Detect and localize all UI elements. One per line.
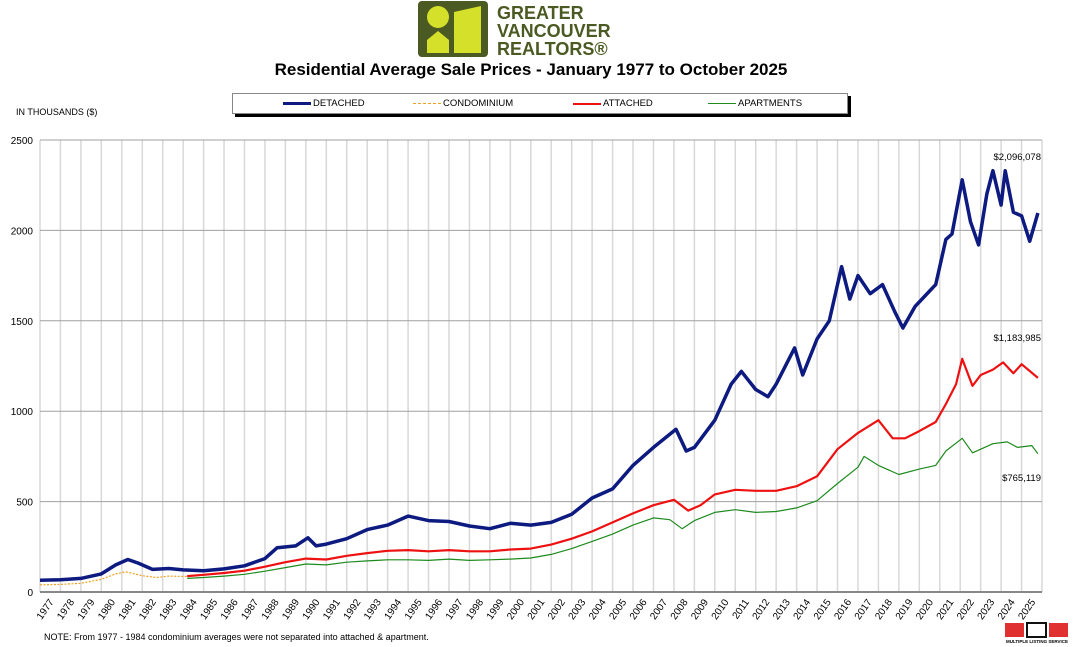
x-tick-label: 1990 bbox=[301, 597, 323, 622]
legend-swatch bbox=[283, 102, 311, 105]
legend-swatch bbox=[573, 102, 601, 105]
x-tick-label: 2022 bbox=[955, 597, 977, 622]
x-tick-label: 1981 bbox=[117, 597, 139, 622]
x-tick-label: 2005 bbox=[607, 597, 629, 622]
x-tick-label: 1987 bbox=[239, 597, 261, 622]
x-tick-label: 2009 bbox=[689, 597, 711, 622]
x-tick-label: 2001 bbox=[526, 597, 548, 622]
x-tick-label: 1986 bbox=[219, 597, 241, 622]
x-tick-label: 2012 bbox=[751, 597, 773, 622]
x-tick-label: 1977 bbox=[35, 597, 57, 622]
svg-text:MULTIPLE LISTING SERVICE: MULTIPLE LISTING SERVICE bbox=[1006, 639, 1068, 644]
x-tick-label: 2002 bbox=[546, 597, 568, 622]
x-tick-label: 1978 bbox=[55, 597, 77, 622]
svg-text:VANCOUVER: VANCOUVER bbox=[497, 21, 611, 41]
x-tick-label: 2016 bbox=[832, 597, 854, 622]
x-tick-label: 1999 bbox=[485, 597, 507, 622]
legend-swatch bbox=[413, 103, 441, 104]
x-tick-label: 2003 bbox=[567, 597, 589, 622]
legend: DETACHED CONDOMINIUM ATTACHED APARTMENTS bbox=[232, 93, 848, 114]
x-tick-label: 2011 bbox=[731, 597, 753, 621]
x-tick-label: 1997 bbox=[444, 597, 466, 622]
x-tick-label: 1991 bbox=[321, 597, 343, 622]
series-line-apartments bbox=[187, 437, 1039, 579]
legend-swatch bbox=[708, 103, 736, 104]
x-tick-label: 1996 bbox=[423, 597, 445, 622]
x-tick-label: 1992 bbox=[342, 597, 364, 622]
x-tick-label: 1979 bbox=[76, 597, 98, 622]
legend-item-condominium: CONDOMINIUM bbox=[413, 98, 513, 109]
x-tick-label: 1993 bbox=[362, 597, 384, 622]
data-label: $1,183,985 bbox=[993, 333, 1041, 344]
x-tick-label: 2023 bbox=[976, 597, 998, 622]
x-tick-label: 1989 bbox=[280, 597, 302, 622]
x-tick-label: 2010 bbox=[710, 597, 732, 622]
x-tick-label: 2008 bbox=[669, 597, 691, 622]
x-tick-label: 2017 bbox=[853, 597, 875, 622]
mls-logo: MULTIPLE LISTING SERVICE bbox=[1005, 622, 1068, 644]
y-tick-label: 1500 bbox=[11, 317, 34, 328]
x-tick-label: 1983 bbox=[158, 597, 180, 622]
greater-vancouver-realtors-logo: GREATER VANCOUVER REALTORS® bbox=[418, 1, 611, 58]
x-tick-label: 2015 bbox=[812, 597, 834, 622]
x-tick-label: 1984 bbox=[178, 597, 200, 622]
legend-label: CONDOMINIUM bbox=[443, 98, 514, 109]
series-line-condominium bbox=[39, 571, 188, 586]
x-tick-label: 2006 bbox=[628, 597, 650, 622]
x-tick-label: 2019 bbox=[894, 597, 916, 622]
y-tick-label: 2500 bbox=[11, 136, 34, 147]
x-tick-label: 2013 bbox=[771, 597, 793, 622]
y-tick-label: 500 bbox=[16, 498, 33, 509]
x-tick-label: 1980 bbox=[96, 597, 118, 622]
x-tick-label: 2018 bbox=[873, 597, 895, 622]
x-tick-label: 1982 bbox=[137, 597, 159, 622]
x-tick-label: 2004 bbox=[587, 597, 609, 622]
legend-label: ATTACHED bbox=[603, 98, 653, 109]
y-tick-label: 2000 bbox=[11, 226, 34, 237]
x-tick-label: 1995 bbox=[403, 597, 425, 622]
svg-text:REALTORS®: REALTORS® bbox=[497, 39, 608, 58]
series-line-detached bbox=[39, 168, 1040, 582]
chart-title: Residential Average Sale Prices - Januar… bbox=[274, 60, 788, 79]
x-tick-label: 1988 bbox=[260, 597, 282, 622]
x-tick-label: 1998 bbox=[464, 597, 486, 622]
data-label: $765,119 bbox=[1002, 473, 1041, 484]
y-tick-label: 1000 bbox=[11, 407, 34, 418]
x-tick-label: 2021 bbox=[935, 597, 957, 622]
x-tick-label: 2025 bbox=[1016, 597, 1038, 622]
x-tick-label: 1994 bbox=[383, 597, 405, 622]
legend-label: DETACHED bbox=[313, 98, 365, 109]
x-tick-label: 2000 bbox=[505, 597, 527, 622]
legend-label: APARTMENTS bbox=[738, 98, 803, 109]
y-tick-label: 0 bbox=[27, 588, 33, 599]
series-line-attached bbox=[187, 357, 1039, 578]
svg-text:GREATER: GREATER bbox=[497, 3, 584, 23]
x-tick-label: 2024 bbox=[996, 597, 1018, 622]
footnote: NOTE: From 1977 - 1984 condominium avera… bbox=[44, 632, 429, 642]
y-axis-label: IN THOUSANDS ($) bbox=[16, 107, 98, 117]
x-tick-label: 2020 bbox=[914, 597, 936, 622]
x-tick-label: 1985 bbox=[199, 597, 221, 622]
x-tick-label: 2014 bbox=[792, 597, 814, 622]
legend-item-attached: ATTACHED bbox=[573, 98, 653, 109]
x-tick-label: 2007 bbox=[648, 597, 670, 622]
data-label: $2,096,078 bbox=[993, 152, 1041, 163]
legend-item-apartments: APARTMENTS bbox=[708, 98, 802, 109]
legend-item-detached: DETACHED bbox=[283, 98, 365, 109]
